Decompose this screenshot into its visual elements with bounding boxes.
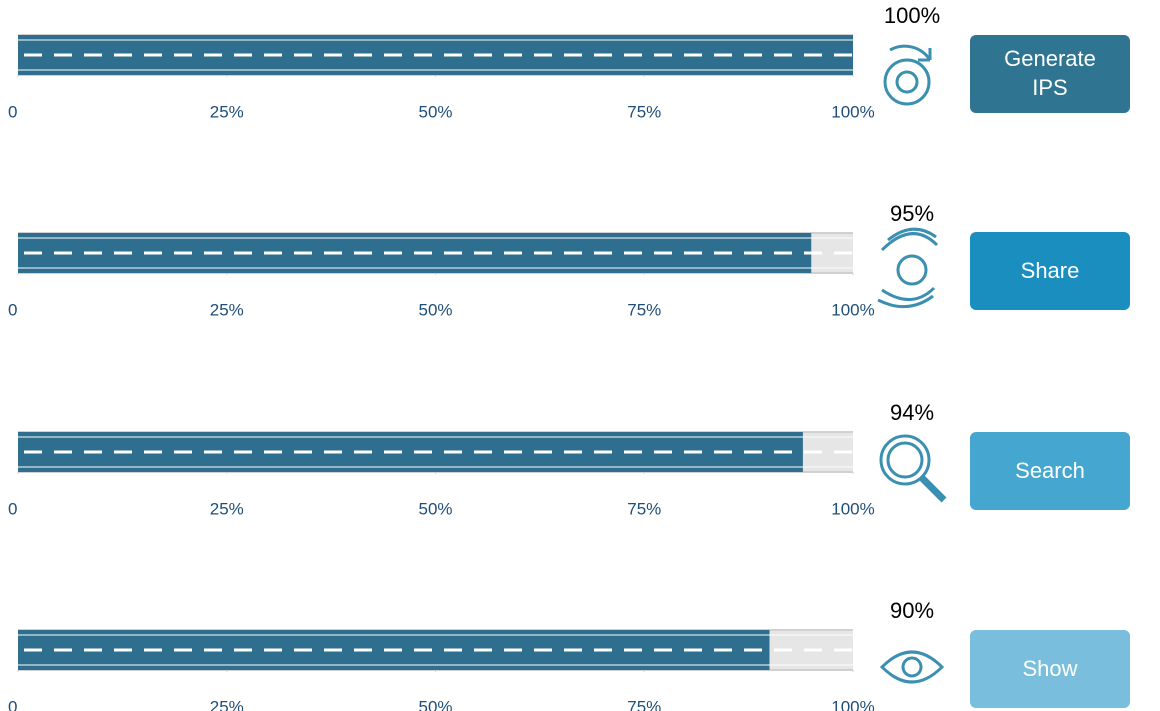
page: {"chart_data": [ {"type": "progress", "v… — [0, 0, 1160, 711]
x-tick-label: 100% — [831, 300, 874, 319]
eye-icon — [882, 652, 942, 682]
action-button[interactable]: Generate IPS — [970, 35, 1130, 113]
x-tick-label: 75% — [627, 499, 661, 518]
x-tick-label: 0 — [8, 300, 17, 319]
x-tick-label: 100% — [831, 102, 874, 121]
gear-icon — [885, 46, 930, 104]
x-tick-label: 75% — [627, 102, 661, 121]
value-label: 100% — [884, 3, 940, 28]
x-tick-label: 25% — [210, 499, 244, 518]
x-tick-label: 100% — [831, 499, 874, 518]
x-tick-label: 50% — [418, 102, 452, 121]
x-tick-label: 25% — [210, 102, 244, 121]
share-icon — [878, 229, 937, 306]
value-label: 90% — [890, 598, 934, 623]
x-tick-label: 50% — [418, 697, 452, 711]
x-tick-label: 0 — [8, 102, 17, 121]
x-tick-label: 25% — [210, 300, 244, 319]
value-label: 94% — [890, 400, 934, 425]
action-button[interactable]: Show — [970, 630, 1130, 708]
icons — [878, 46, 944, 682]
x-tick-label: 100% — [831, 697, 874, 711]
x-tick-label: 0 — [8, 499, 17, 518]
action-button[interactable]: Share — [970, 232, 1130, 310]
action-button[interactable]: Search — [970, 432, 1130, 510]
value-label: 95% — [890, 201, 934, 226]
search-icon — [881, 436, 944, 500]
x-tick-label: 25% — [210, 697, 244, 711]
x-tick-label: 0 — [8, 697, 17, 711]
x-tick-label: 75% — [627, 300, 661, 319]
x-tick-label: 50% — [418, 499, 452, 518]
x-tick-label: 50% — [418, 300, 452, 319]
x-tick-label: 75% — [627, 697, 661, 711]
